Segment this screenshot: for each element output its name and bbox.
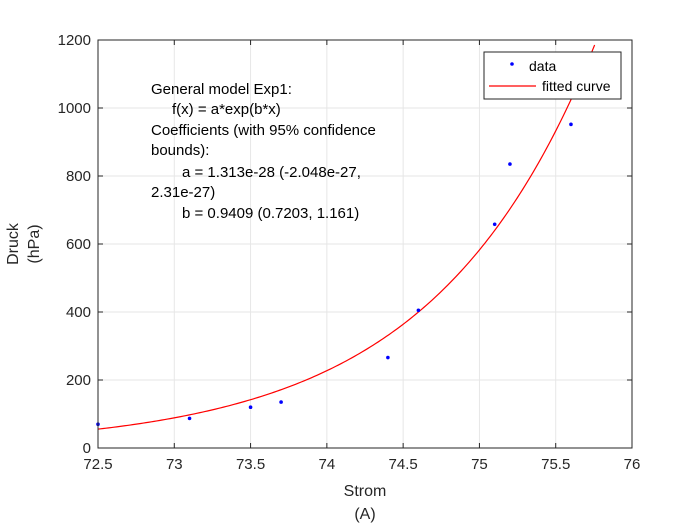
data-point xyxy=(416,308,421,313)
annotation-line-1: General model Exp1: xyxy=(151,81,292,98)
legend-fitted-curve-label: fitted curve xyxy=(542,78,611,94)
legend-box xyxy=(483,51,622,100)
plot-content xyxy=(96,44,596,430)
data-point xyxy=(386,355,390,360)
annotation-line-2: f(x) = a*exp(b*x) xyxy=(172,101,281,118)
x-tick-label: 73 xyxy=(166,456,183,473)
x-tick-label: 74.5 xyxy=(389,456,418,473)
data-point xyxy=(279,400,283,404)
y-tick-label: 600 xyxy=(66,236,91,253)
annotation-line-4: bounds): xyxy=(151,142,209,159)
y-tick-labels: 0 200 400 600 800 1000 1200 xyxy=(58,32,91,457)
fit-annotation: General model Exp1: f(x) = a*exp(b*x) Co… xyxy=(151,81,376,222)
y-tick-label: 1200 xyxy=(58,32,91,49)
legend-data-label: data xyxy=(529,58,556,74)
y-axis-label-line-1: Druck xyxy=(5,222,22,265)
data-point xyxy=(492,222,497,227)
x-tick-label: 73.5 xyxy=(236,456,265,473)
legend: data fitted curve xyxy=(483,51,622,100)
axes-box xyxy=(97,39,633,449)
x-tick-labels: 72.5 73 73.5 74 74.5 75 75.5 76 xyxy=(83,456,640,473)
annotation-line-6: 2.31e-27) xyxy=(151,184,215,201)
y-tick-label: 0 xyxy=(83,440,91,457)
x-tick-label: 74 xyxy=(319,456,336,473)
x-tick-label: 75.5 xyxy=(541,456,570,473)
y-tick-label: 200 xyxy=(66,372,91,389)
x-axis-label-line-1: Strom xyxy=(344,483,387,500)
annotation-line-5: a = 1.313e-28 (-2.048e-27, xyxy=(182,164,361,181)
x-tick-label: 76 xyxy=(624,456,641,473)
data-point xyxy=(248,405,253,410)
y-axis-label-line-2: (hPa) xyxy=(26,224,43,263)
data-point xyxy=(569,122,573,127)
fitted-curve-line xyxy=(97,44,596,430)
y-tick-label: 400 xyxy=(66,304,91,321)
data-point xyxy=(187,416,192,421)
x-tick-label: 75 xyxy=(471,456,488,473)
annotation-line-3: Coefficients (with 95% confidence xyxy=(151,122,376,139)
legend-data-marker xyxy=(510,62,514,66)
y-tick-label: 1000 xyxy=(58,100,91,117)
annotation-line-7: b = 0.9409 (0.7203, 1.161) xyxy=(182,205,359,222)
x-tick-label: 72.5 xyxy=(83,456,112,473)
data-point xyxy=(508,162,512,166)
data-points xyxy=(96,122,573,427)
y-tick-label: 800 xyxy=(66,168,91,185)
x-axis-label-line-2: (A) xyxy=(354,506,375,523)
